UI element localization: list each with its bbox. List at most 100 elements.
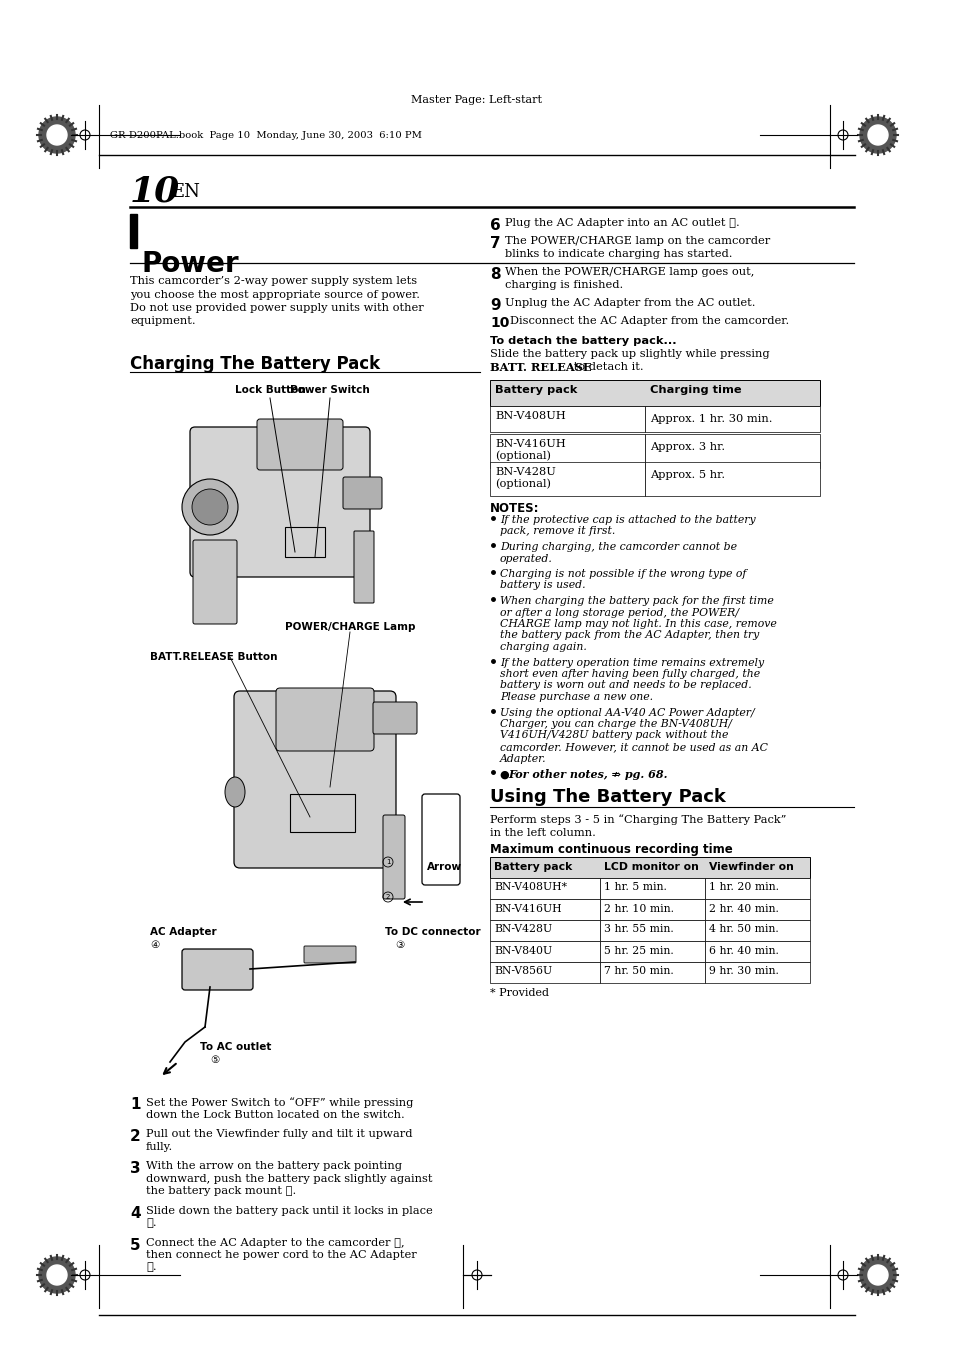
Text: Unplug the AC Adapter from the AC outlet.: Unplug the AC Adapter from the AC outlet… [504,299,755,308]
FancyBboxPatch shape [304,946,355,963]
Text: CHARGE lamp may not light. In this case, remove: CHARGE lamp may not light. In this case,… [499,619,776,630]
Bar [644,407,820,432]
Text: If the protective cap is attached to the battery: If the protective cap is attached to the… [499,515,755,526]
Text: camcorder. However, it cannot be used as an AC: camcorder. However, it cannot be used as… [499,742,767,753]
Text: Slide down the battery pack until it locks in place: Slide down the battery pack until it loc… [146,1205,433,1216]
Text: fully.: fully. [146,1142,173,1151]
Text: Charger, you can charge the BN-V408UH/: Charger, you can charge the BN-V408UH/ [499,719,731,730]
Text: BN-V840U: BN-V840U [494,946,552,955]
Text: Power Switch: Power Switch [290,385,370,394]
Text: 1 hr. 5 min.: 1 hr. 5 min. [603,882,666,893]
Bar [704,898,809,920]
Ellipse shape [225,777,245,807]
Text: Approx. 5 hr.: Approx. 5 hr. [649,470,724,480]
Text: Plug the AC Adapter into an AC outlet ⑤.: Plug the AC Adapter into an AC outlet ⑤. [504,218,739,228]
Text: operated.: operated. [499,554,553,563]
Bar [490,380,820,407]
Text: BN-V408UH*: BN-V408UH* [494,882,566,893]
Text: Battery pack: Battery pack [495,385,577,394]
Text: BN-V416UH: BN-V416UH [494,904,561,913]
Polygon shape [859,118,895,153]
Text: To AC outlet: To AC outlet [200,1042,271,1052]
Circle shape [47,126,67,145]
Text: ③: ③ [395,940,404,950]
FancyBboxPatch shape [343,477,381,509]
Bar [130,213,137,249]
Text: To detach the battery pack...: To detach the battery pack... [490,336,676,346]
Bar [490,407,644,432]
Text: Connect the AC Adapter to the camcorder ③,: Connect the AC Adapter to the camcorder … [146,1238,404,1247]
Text: 7 hr. 50 min.: 7 hr. 50 min. [603,966,673,977]
Text: 9: 9 [490,299,500,313]
Text: 4: 4 [130,1205,140,1220]
Text: BN-V428U: BN-V428U [495,467,556,477]
Text: down the Lock Button located on the switch.: down the Lock Button located on the swit… [146,1109,404,1120]
FancyBboxPatch shape [193,540,236,624]
Text: Adapter.: Adapter. [499,754,546,763]
Text: (optional): (optional) [495,478,551,489]
Bar [490,920,599,940]
Bar [704,878,809,898]
Text: or after a long storage period, the POWER/: or after a long storage period, the POWE… [499,608,739,617]
Bar [490,462,644,496]
Bar [644,434,820,467]
Bar [599,962,704,982]
FancyBboxPatch shape [182,948,253,990]
Text: During charging, the camcorder cannot be: During charging, the camcorder cannot be [499,542,737,553]
Text: (optional): (optional) [495,450,551,461]
Bar [704,940,809,962]
Text: ④: ④ [150,940,159,950]
Text: BN-V428U: BN-V428U [494,924,552,935]
Bar [599,878,704,898]
Text: To DC connector: To DC connector [385,927,480,938]
Text: This camcorder’s 2-way power supply system lets: This camcorder’s 2-way power supply syst… [130,276,416,286]
Circle shape [867,126,887,145]
Text: 1: 1 [130,1097,140,1112]
Bar [290,794,355,832]
Text: charging again.: charging again. [499,642,586,653]
Text: 10: 10 [130,176,180,209]
FancyBboxPatch shape [275,688,374,751]
Text: EN: EN [171,182,200,201]
Text: When charging the battery pack for the first time: When charging the battery pack for the f… [499,596,773,607]
Text: NOTES:: NOTES: [490,503,539,515]
Text: 9 hr. 30 min.: 9 hr. 30 min. [708,966,778,977]
Text: Charging The Battery Pack: Charging The Battery Pack [130,355,379,373]
Text: the battery pack from the AC Adapter, then try: the battery pack from the AC Adapter, th… [499,631,759,640]
Text: 5 hr. 25 min.: 5 hr. 25 min. [603,946,673,955]
Text: 1 hr. 20 min.: 1 hr. 20 min. [708,882,779,893]
Circle shape [867,1265,887,1285]
Polygon shape [859,1256,895,1293]
Bar [490,878,599,898]
Text: BN-V408UH: BN-V408UH [495,411,565,422]
Text: V416UH/V428U battery pack without the: V416UH/V428U battery pack without the [499,731,727,740]
FancyBboxPatch shape [382,815,405,898]
Bar [490,434,644,467]
Bar [704,962,809,982]
FancyBboxPatch shape [256,419,343,470]
Polygon shape [39,118,75,153]
Text: BN-V856U: BN-V856U [494,966,552,977]
Text: ●: ● [499,769,513,780]
Text: With the arrow on the battery pack pointing: With the arrow on the battery pack point… [146,1161,401,1171]
Text: Set the Power Switch to “OFF” while pressing: Set the Power Switch to “OFF” while pres… [146,1097,413,1108]
Text: Pull out the Viewfinder fully and tilt it upward: Pull out the Viewfinder fully and tilt i… [146,1129,412,1139]
Text: the battery pack mount ①.: the battery pack mount ①. [146,1186,296,1196]
Text: Power: Power [142,250,239,278]
Text: Perform steps 3 - 5 in “Charging The Battery Pack”: Perform steps 3 - 5 in “Charging The Bat… [490,815,785,825]
Bar [490,962,599,982]
Circle shape [182,480,237,535]
Text: short even after having been fully charged, the: short even after having been fully charg… [499,669,760,680]
Text: pack, remove it first.: pack, remove it first. [499,527,615,536]
Text: battery is worn out and needs to be replaced.: battery is worn out and needs to be repl… [499,681,751,690]
Polygon shape [39,1256,75,1293]
Text: Charging time: Charging time [649,385,740,394]
Text: charging is finished.: charging is finished. [504,280,622,290]
Text: Using The Battery Pack: Using The Battery Pack [490,789,725,807]
Bar [490,857,809,878]
Bar [285,527,325,557]
Text: * Provided: * Provided [490,989,548,998]
Text: battery is used.: battery is used. [499,581,585,590]
Text: 2: 2 [385,894,390,900]
Text: blinks to indicate charging has started.: blinks to indicate charging has started. [504,249,732,259]
